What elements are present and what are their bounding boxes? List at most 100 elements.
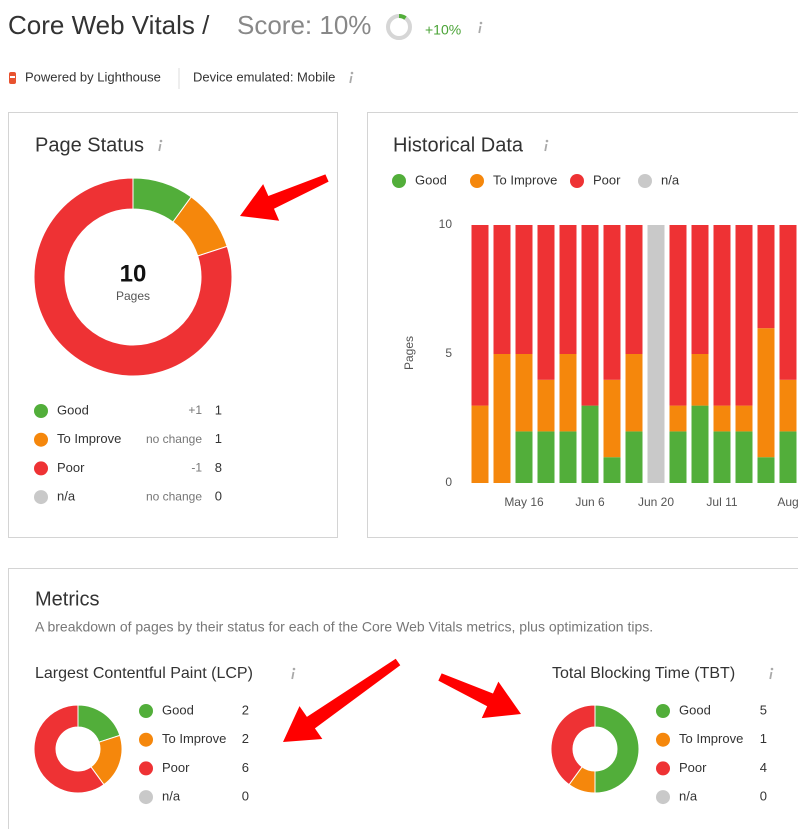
legend-swatch xyxy=(139,732,153,747)
bar-segment xyxy=(647,225,665,483)
legend-value: 5 xyxy=(760,702,767,717)
legend-label: n/a xyxy=(661,172,680,187)
legend-swatch xyxy=(470,174,484,188)
legend-value: 2 xyxy=(242,702,249,717)
bar-segment xyxy=(713,405,731,432)
bar-segment xyxy=(625,431,643,483)
bar-segment xyxy=(779,225,797,380)
info-stem xyxy=(769,671,773,680)
metrics-title: Metrics xyxy=(35,588,99,610)
legend-swatch xyxy=(570,174,584,188)
legend-value: 8 xyxy=(215,460,222,475)
bar-segment xyxy=(603,457,621,483)
info-icon xyxy=(478,21,483,34)
legend-value: 4 xyxy=(760,760,767,775)
arrow xyxy=(240,174,329,221)
info-icon xyxy=(158,139,163,152)
legend-label: Good xyxy=(57,402,89,417)
legend-label: n/a xyxy=(162,789,181,804)
bar-segment xyxy=(515,354,533,432)
info-icon xyxy=(349,71,354,84)
pie-segment xyxy=(550,704,596,786)
legend-label: To Improve xyxy=(493,172,557,187)
info-stem xyxy=(158,143,162,152)
legend-value: 0 xyxy=(242,789,249,804)
bar-segment xyxy=(779,379,797,432)
y-axis-label: Pages xyxy=(402,336,416,370)
bar-segment xyxy=(471,405,489,483)
score-change: +10% xyxy=(425,22,461,38)
bar-segment xyxy=(735,431,753,483)
legend-swatch xyxy=(34,461,48,476)
bar-segment xyxy=(779,431,797,483)
legend-swatch xyxy=(34,490,48,505)
x-tick-label: May 16 xyxy=(504,495,544,509)
info-stem xyxy=(291,671,295,680)
legend-label: n/a xyxy=(679,789,698,804)
legend-swatch xyxy=(34,404,48,418)
bar-segment xyxy=(625,225,643,354)
legend-swatch xyxy=(656,704,670,718)
page-title: Core Web Vitals / xyxy=(8,10,210,40)
bar-segment xyxy=(669,405,687,432)
chart-title: Page Status xyxy=(35,134,144,156)
legend-value: 1 xyxy=(760,731,767,746)
info-dot xyxy=(350,71,354,75)
arrow xyxy=(283,658,401,742)
bar-segment xyxy=(691,405,709,483)
bar-segment xyxy=(735,405,753,432)
info-dot xyxy=(159,139,163,143)
bar-segment xyxy=(603,379,621,458)
gauge-value xyxy=(398,14,407,20)
chart-title: Largest Contentful Paint (LCP) xyxy=(35,665,253,682)
legend-label: Poor xyxy=(593,172,621,187)
legend-swatch xyxy=(139,704,153,718)
bar-segment xyxy=(537,431,555,483)
legend-value: 0 xyxy=(215,489,222,504)
x-tick-label: Jun 6 xyxy=(575,495,605,509)
legend-value: 1 xyxy=(215,402,222,417)
bar-segment xyxy=(493,225,511,354)
legend-label: n/a xyxy=(57,489,76,504)
bar-segment xyxy=(493,354,511,483)
legend-value: 0 xyxy=(760,789,767,804)
pie-segment xyxy=(33,177,233,377)
bar-segment xyxy=(559,225,577,354)
legend-change: no change xyxy=(146,432,202,446)
legend-swatch xyxy=(34,432,48,447)
info-dot xyxy=(479,21,483,25)
info-icon xyxy=(544,139,549,152)
metrics-card xyxy=(8,568,798,829)
info-stem xyxy=(544,143,548,152)
chart-title: Historical Data xyxy=(393,134,524,156)
bar-segment xyxy=(537,225,555,380)
pie-segment xyxy=(594,704,640,794)
info-dot xyxy=(545,139,549,143)
legend-label: Good xyxy=(162,702,194,717)
legend-swatch xyxy=(656,790,670,805)
gauge-track xyxy=(386,14,412,40)
bar-segment xyxy=(603,225,621,380)
bar-segment xyxy=(581,225,599,406)
bar-segment xyxy=(515,225,533,354)
legend-change: -1 xyxy=(191,461,202,475)
bar-segment xyxy=(735,225,753,406)
bar-segment xyxy=(471,225,489,406)
x-tick-label: Jul 11 xyxy=(706,495,737,509)
bar-segment xyxy=(537,379,555,432)
legend-swatch xyxy=(656,761,670,776)
y-tick-label: 0 xyxy=(445,475,452,489)
legend-label: To Improve xyxy=(162,731,226,746)
info-dot xyxy=(770,667,774,671)
legend-swatch xyxy=(139,790,153,805)
bar-segment xyxy=(515,431,533,483)
bar-segment xyxy=(691,354,709,406)
lighthouse-icon xyxy=(9,72,16,84)
legend-label: Good xyxy=(415,172,447,187)
center-value: 10 xyxy=(120,260,147,287)
legend-change: no change xyxy=(146,489,202,503)
pie-segment xyxy=(33,704,105,794)
x-tick-label: Jun 20 xyxy=(638,495,674,509)
